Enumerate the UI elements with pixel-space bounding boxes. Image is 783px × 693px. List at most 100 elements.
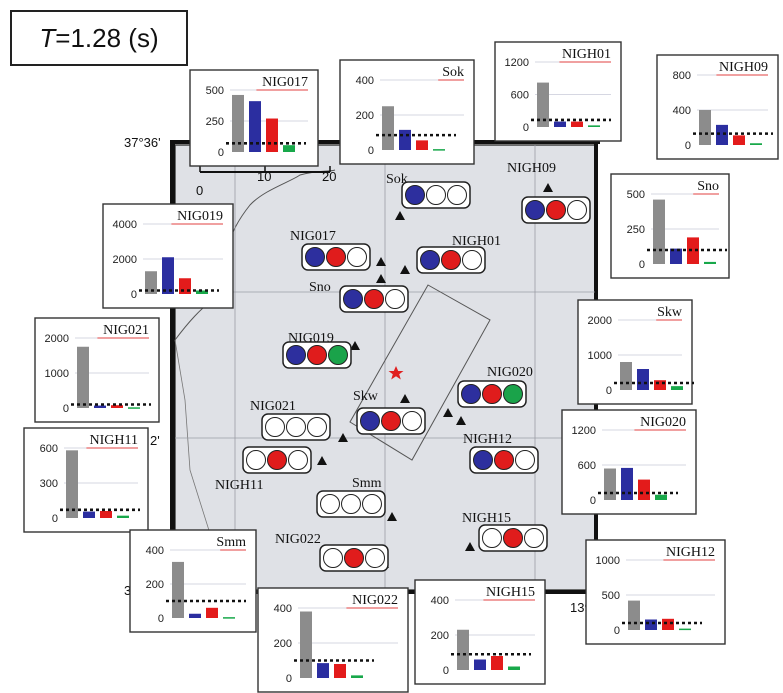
indicator-light-green	[503, 384, 523, 404]
station-marker-nigh01	[400, 265, 410, 274]
chart-tick-label: 500	[206, 85, 224, 97]
chart-smm: 0 200 400 Smm	[129, 529, 257, 633]
indicator-light-blue	[473, 450, 493, 470]
bar-green	[196, 290, 208, 294]
bar-gray	[172, 561, 184, 618]
chart-tick-label: 0	[131, 289, 137, 301]
bar-blue	[399, 129, 411, 150]
bar-gray	[66, 450, 78, 518]
indicator-light-off	[246, 450, 266, 470]
indicator-groups	[242, 181, 591, 572]
chart-title: Sno	[697, 179, 719, 194]
station-marker-nigh15	[465, 542, 475, 551]
indicator-light-blue	[420, 250, 440, 270]
bar-gray	[620, 362, 632, 390]
station-label-nigh11: NIGH11	[215, 478, 263, 493]
station-label-nigh15: NIGH15	[462, 511, 511, 526]
chart-tick-label: 1200	[572, 425, 596, 437]
indicator-light-off	[341, 494, 361, 514]
chart-nig022: 0 200 400 NIG022	[257, 587, 409, 693]
chart-tick-label: 500	[602, 590, 620, 602]
indicator-light-blue	[525, 200, 545, 220]
station-marker-sno	[376, 274, 386, 283]
bar-gray	[77, 346, 89, 408]
bar-blue	[645, 619, 657, 630]
bar-green	[351, 675, 363, 678]
chart-tick-label: 0	[685, 140, 691, 152]
chart-tick-label: 0	[523, 122, 529, 134]
chart-tick-label: 250	[206, 116, 224, 128]
indicator-sok	[401, 181, 471, 209]
indicator-light-red	[326, 247, 346, 267]
station-label-sno: Sno	[309, 280, 331, 295]
chart-title: NIGH12	[666, 545, 715, 560]
indicator-light-red	[494, 450, 514, 470]
indicator-light-off	[286, 417, 306, 437]
indicator-light-off	[362, 494, 382, 514]
station-markers	[317, 183, 553, 568]
chart-tick-label: 200	[431, 630, 449, 642]
bar-blue	[249, 101, 261, 152]
indicator-nigh11	[242, 446, 312, 474]
scale-label: 10	[257, 169, 271, 184]
indicator-light-off	[402, 411, 422, 431]
chart-title: NIG019	[177, 209, 223, 224]
chart-frame	[257, 587, 409, 693]
indicator-light-off	[323, 548, 343, 568]
latitude-label-top: 37°36'	[124, 135, 161, 150]
chart-tick-label: 0	[614, 625, 620, 637]
chart-tick-label: 4000	[113, 219, 137, 231]
chart-skw: 0 1000 2000 Skw	[577, 299, 694, 405]
indicator-nig020	[457, 380, 527, 408]
indicator-light-off	[447, 185, 467, 205]
bar-red	[687, 237, 699, 264]
scale-label: 0	[196, 183, 203, 198]
bar-blue	[317, 663, 329, 678]
bar-green	[704, 261, 716, 264]
chart-tick-label: 250	[627, 224, 645, 236]
indicator-light-red	[307, 345, 327, 365]
bar-green	[671, 386, 683, 390]
chart-tick-label: 300	[40, 478, 58, 490]
chart-tick-label: 0	[606, 385, 612, 397]
bar-gray	[382, 106, 394, 150]
chart-title: NIGH15	[486, 585, 535, 600]
station-label-skw: Skw	[353, 389, 379, 404]
chart-nig019: 0 2000 4000 NIG019	[102, 203, 234, 309]
bar-green	[679, 628, 691, 631]
bar-blue	[94, 405, 106, 408]
bar-green	[588, 125, 600, 127]
bar-red	[662, 618, 674, 630]
bar-red	[416, 140, 428, 150]
chart-tick-label: 0	[52, 513, 58, 525]
indicator-light-blue	[461, 384, 481, 404]
bar-gray	[628, 600, 640, 630]
station-marker-nigh12	[456, 416, 466, 425]
latitude-label-mid: 2'	[150, 433, 160, 448]
indicator-light-off	[265, 417, 285, 437]
bar-gray	[604, 468, 616, 500]
fault-plane	[349, 284, 491, 461]
bar-red	[266, 118, 278, 152]
latitude-label-bottom: 3	[124, 583, 131, 598]
station-label-nigh12: NIGH12	[463, 432, 512, 447]
indicator-light-blue	[343, 289, 363, 309]
chart-title: NIG021	[103, 323, 149, 338]
bar-blue	[637, 369, 649, 390]
chart-title: Skw	[657, 305, 683, 320]
chart-tick-label: 500	[627, 189, 645, 201]
indicator-light-red	[503, 528, 523, 548]
chart-tick-label: 2000	[45, 333, 69, 345]
chart-frame	[656, 54, 779, 160]
chart-tick-label: 1000	[596, 555, 620, 567]
bar-gray	[145, 271, 157, 294]
chart-title: NIG017	[262, 75, 308, 90]
station-marker-skw	[400, 394, 410, 403]
bar-red	[654, 380, 666, 390]
bar-green	[128, 407, 140, 409]
indicator-light-blue	[360, 411, 380, 431]
bar-red	[733, 135, 745, 145]
bar-gray	[232, 94, 244, 152]
